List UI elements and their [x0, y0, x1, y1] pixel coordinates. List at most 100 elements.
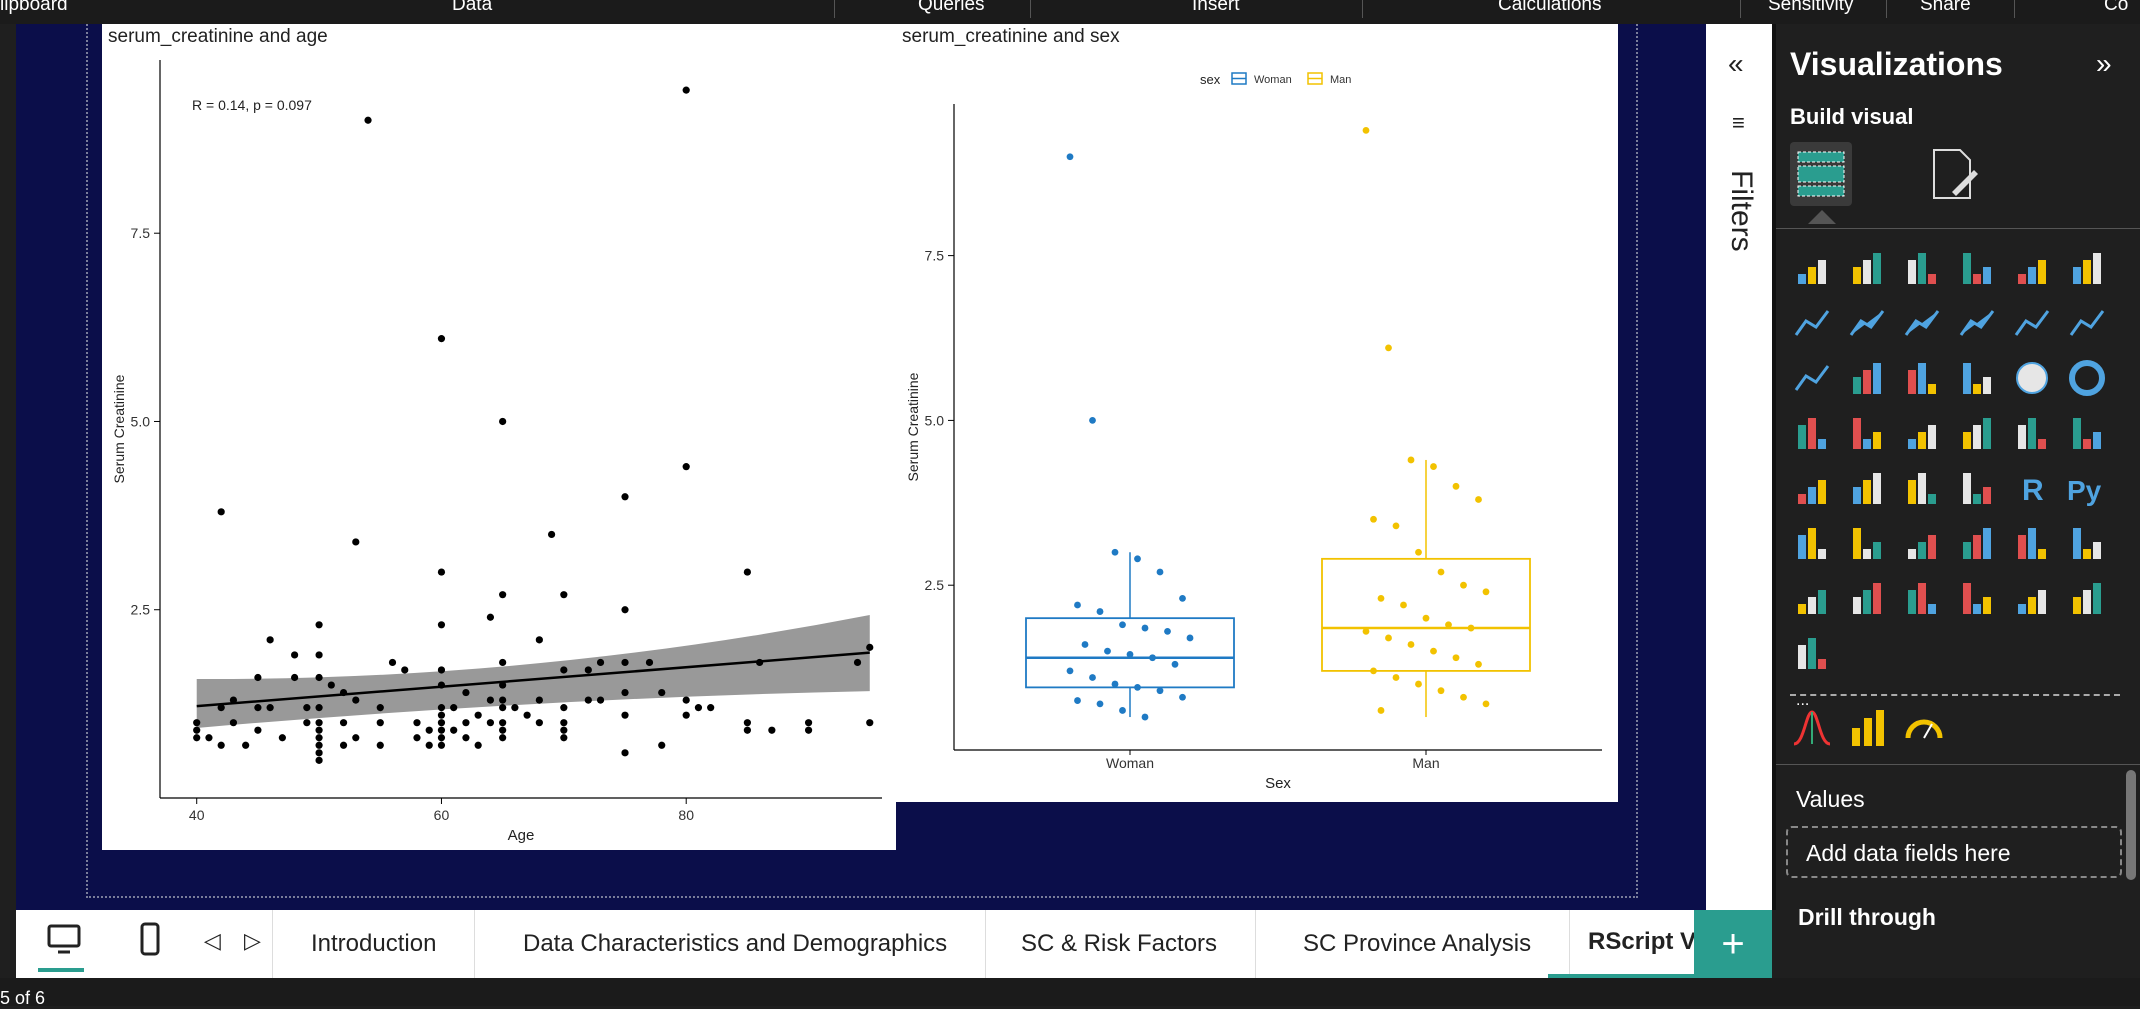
page-tab-sc-risk-factors[interactable]: SC & Risk Factors: [983, 910, 1257, 978]
bar-chart-gold-icon[interactable]: [1846, 706, 1890, 750]
ribbon-data[interactable]: Data: [452, 0, 493, 15]
area-chart-icon[interactable]: [1845, 301, 1889, 345]
scatter-point: [303, 719, 311, 727]
tab-scroll-right-icon[interactable]: ▷: [244, 928, 261, 953]
build-visual-tab[interactable]: [1790, 142, 1852, 206]
double-chevron-right-icon[interactable]: »: [2096, 48, 2112, 79]
waterfall-icon[interactable]: [1845, 356, 1889, 400]
gauge-icon[interactable]: [2010, 411, 2054, 455]
power-automate-icon[interactable]: [1845, 576, 1889, 620]
slicer-icon[interactable]: [1845, 466, 1889, 510]
desktop-view-icon[interactable]: [46, 922, 82, 966]
matrix-icon[interactable]: [1955, 466, 1999, 510]
filters-pane[interactable]: « ≡ Filters: [1706, 24, 1772, 910]
bar-chart-gold-shape: [1852, 710, 1884, 746]
box-iqr: [1025, 617, 1235, 689]
image-icon[interactable]: [1955, 576, 1999, 620]
format-visual-tab[interactable]: [1922, 142, 1984, 206]
treemap-icon[interactable]: [1790, 411, 1834, 455]
line-column-icon[interactable]: [2010, 301, 2054, 345]
page-tab-sc-province-analysis[interactable]: SC Province Analysis: [1265, 910, 1571, 978]
status-bar: 5 of 6: [0, 978, 2140, 1008]
ribbon-bar: lipboard Data Queries Insert Calculation…: [0, 0, 2140, 24]
legend-label: Man: [1330, 74, 1351, 86]
visualizations-title: Visualizations: [1790, 46, 2003, 82]
add-data-fields-well[interactable]: Add data fields here: [1786, 826, 2122, 878]
arcgis-icon[interactable]: [2010, 576, 2054, 620]
kpi-icon[interactable]: [1790, 466, 1834, 510]
key-influencers-icon[interactable]: [1790, 521, 1834, 565]
scatter-point: [364, 116, 372, 124]
qa-icon[interactable]: [1900, 521, 1944, 565]
viz-scrollbar[interactable]: [2126, 770, 2136, 880]
stacked-column-icon[interactable]: [1845, 246, 1889, 290]
scatter-point: [866, 643, 874, 651]
ribbon-divider: [2014, 0, 2015, 18]
tab-scroll-left-icon[interactable]: ◁: [204, 928, 221, 953]
scatter-icon[interactable]: [1955, 356, 1999, 400]
stacked-bar-icon[interactable]: [1790, 246, 1834, 290]
scatter-point: [339, 741, 348, 749]
scatter-point: [303, 704, 311, 712]
page-tab-data-characteristics[interactable]: Data Characteristics and Demographics: [485, 910, 987, 978]
smart-filter-icon[interactable]: [1900, 576, 1944, 620]
map-icon[interactable]: [1845, 411, 1889, 455]
goals-icon[interactable]: [2010, 521, 2054, 565]
page-tab-introduction[interactable]: Introduction: [273, 910, 476, 978]
slicer-shape: [1853, 473, 1881, 504]
scatter-point: [499, 734, 507, 742]
100-area-icon[interactable]: [1955, 301, 1999, 345]
ribbon-share[interactable]: Share: [1920, 0, 1971, 15]
ribbon-insert[interactable]: Insert: [1192, 0, 1240, 15]
line-clustered-icon[interactable]: [2065, 301, 2109, 345]
100-column-icon[interactable]: [2065, 246, 2109, 290]
table-icon[interactable]: [1900, 466, 1944, 510]
scatter-chart-panel[interactable]: serum_creatinine and age 40 60 80 2.5 5.0 7.5…: [102, 24, 896, 850]
line-clustered-shape: [2069, 310, 2105, 336]
100-bar-icon[interactable]: [2010, 246, 2054, 290]
ribbon-queries[interactable]: Queries: [918, 0, 985, 15]
python-visual-icon[interactable]: Py: [2065, 466, 2109, 510]
power-apps-diamond-icon[interactable]: [2065, 576, 2109, 620]
power-apps-icon[interactable]: [1790, 576, 1834, 620]
decomposition-tree-icon[interactable]: [1845, 521, 1889, 565]
scatter-point: [437, 704, 446, 712]
card-icon[interactable]: [2065, 411, 2109, 455]
gauge-gold-icon[interactable]: [1902, 706, 1946, 750]
pie-chart-icon[interactable]: [2010, 356, 2054, 400]
ribbon-clipboard[interactable]: lipboard: [0, 0, 68, 15]
x-tick-label: 80: [678, 807, 694, 823]
ribbon-calculations[interactable]: Calculations: [1498, 0, 1602, 15]
jitter-point: [1392, 674, 1400, 681]
line-chart-icon[interactable]: [1790, 301, 1834, 345]
jitter-point: [1141, 713, 1149, 721]
decomposition-tree-shape: [1853, 528, 1881, 559]
boxplot-chart-panel[interactable]: serum_creatinine and sex 2.5 5.0 7.5 Serum …: [896, 24, 1618, 802]
ribbon-copilot[interactable]: Co: [2104, 0, 2129, 15]
bell-curve-icon[interactable]: [1790, 706, 1834, 750]
filters-title[interactable]: Filters: [1725, 170, 1758, 252]
donut-chart-icon[interactable]: [2065, 356, 2109, 400]
azure-map-icon[interactable]: [1955, 411, 1999, 455]
page-tab-rscript-visuals[interactable]: RScript Vi: [1548, 910, 1710, 978]
clustered-column-icon[interactable]: [1955, 246, 1999, 290]
more-visuals-ellipsis[interactable]: ...: [1796, 692, 1810, 709]
ribbon-chart-icon[interactable]: [1790, 356, 1834, 400]
jitter-point: [1407, 456, 1415, 464]
add-page-button[interactable]: +: [1694, 910, 1772, 978]
jitter-point: [1141, 624, 1149, 632]
scatter-point: [560, 734, 568, 742]
r-visual-icon[interactable]: R: [2010, 466, 2054, 510]
box-man: [1321, 126, 1531, 718]
power-automate-arrow-icon[interactable]: [1790, 631, 1834, 675]
ribbon-sensitivity[interactable]: Sensitivity: [1768, 0, 1854, 15]
filled-map-icon[interactable]: [1900, 411, 1944, 455]
stacked-area-icon[interactable]: [1900, 301, 1944, 345]
narrative-icon[interactable]: [1955, 521, 1999, 565]
funnel-icon[interactable]: [1900, 356, 1944, 400]
scatter-point: [621, 711, 629, 719]
double-chevron-left-icon[interactable]: «: [1728, 48, 1744, 79]
paginated-report-icon[interactable]: [2065, 521, 2109, 565]
mobile-view-icon[interactable]: [138, 922, 162, 966]
clustered-bar-icon[interactable]: [1900, 246, 1944, 290]
